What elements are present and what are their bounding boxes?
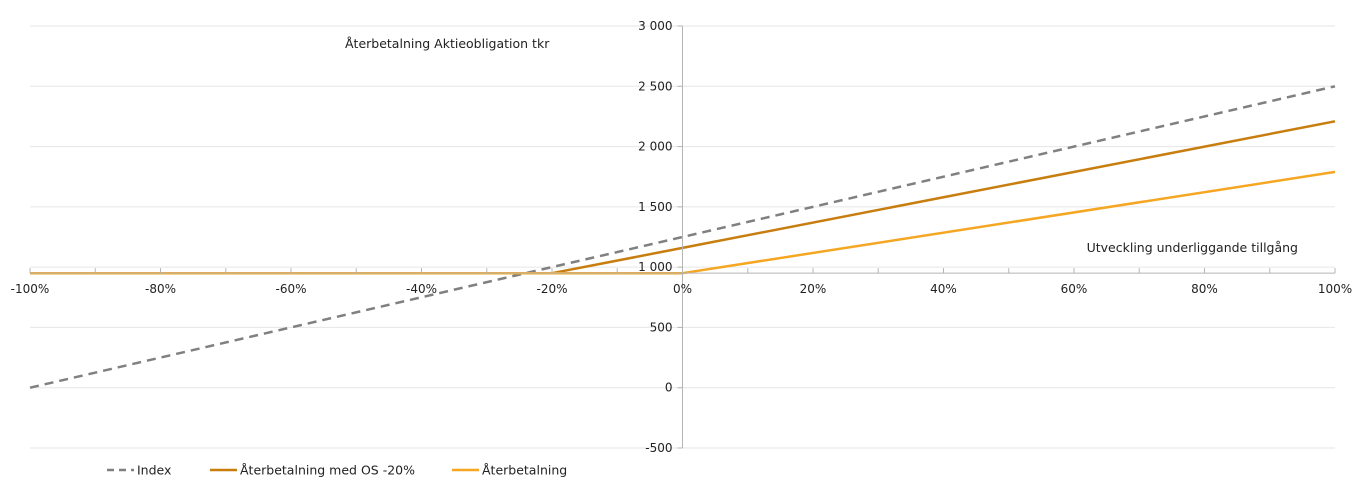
legend-label: Index (137, 463, 171, 478)
x-tick-label: -20% (536, 282, 567, 296)
x-tick-label: 0% (673, 282, 692, 296)
y-tick-label: 1 000 (638, 260, 672, 274)
y-tick-label: -500 (645, 441, 672, 455)
x-tick-label: 80% (1191, 282, 1218, 296)
axes (29, 25, 1336, 449)
x-tick-label: -80% (145, 282, 176, 296)
x-tick-label: 100% (1318, 282, 1352, 296)
y-tick-label: 1 500 (638, 200, 672, 214)
legend-label: Återbetalning med OS -20% (240, 463, 415, 478)
y-tick-label: 500 (650, 320, 673, 334)
x-tick-labels: -100% -80% -60% -40% -20% 0% 20% 40% 60% 80% 100% (11, 282, 1352, 296)
x-tick-label: 20% (800, 282, 827, 296)
legend-label: Återbetalning (482, 463, 567, 478)
y-tick-label: 2 500 (638, 79, 672, 93)
legend: Index Återbetalning med OS -20% Återbetaln… (107, 463, 567, 478)
series-line (29, 85, 1336, 389)
x-axis-title: Utveckling underliggande tillgång (1087, 240, 1298, 255)
y-axis-title: Återbetalning Aktieobligation tkr (345, 36, 550, 51)
x-tick-label: -100% (11, 282, 50, 296)
x-tick-label: -40% (406, 282, 437, 296)
x-tick-label: -60% (275, 282, 306, 296)
y-tick-labels: -500 0 500 1 000 1 500 2 000 2 500 3 000 (638, 19, 672, 455)
y-tick-label: 0 (665, 381, 673, 395)
y-tick-label: 3 000 (638, 19, 672, 33)
x-tick-label: 60% (1061, 282, 1088, 296)
y-tick-label: 2 000 (638, 140, 672, 154)
x-tick-label: 40% (930, 282, 957, 296)
